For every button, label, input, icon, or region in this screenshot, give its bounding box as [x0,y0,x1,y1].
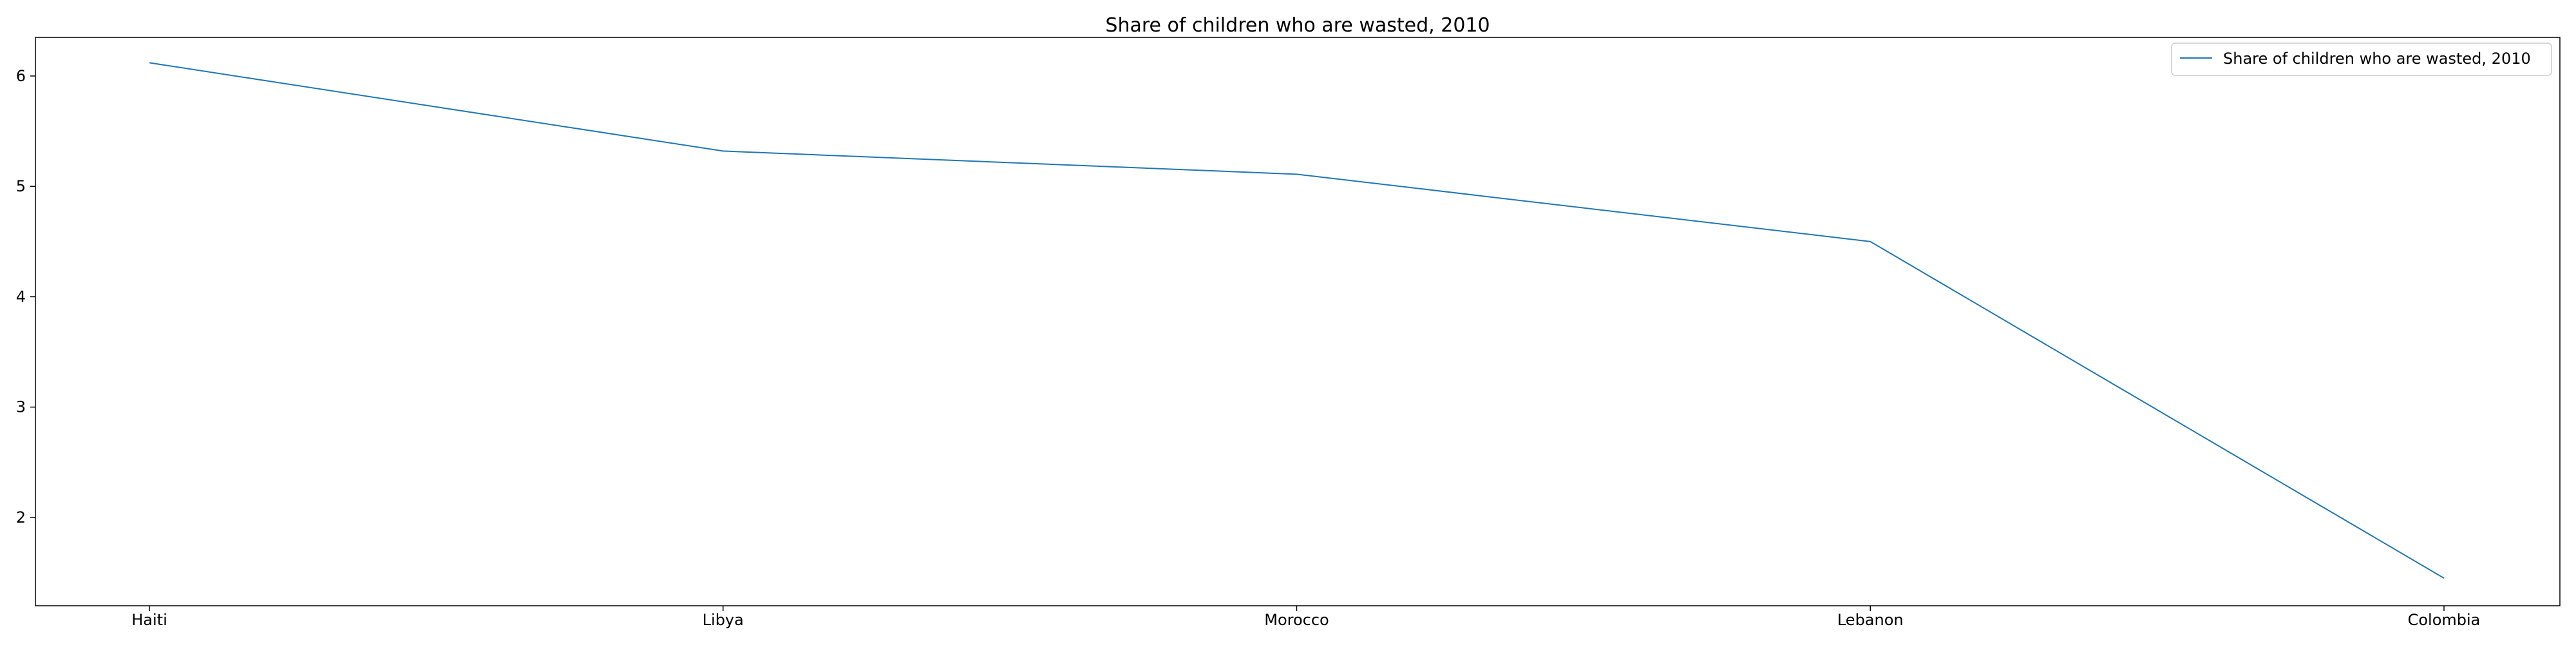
x-tick-label: Colombia [2408,611,2481,629]
legend-box [2171,43,2552,76]
y-tick-label: 6 [16,67,26,85]
chart-title: Share of children who are wasted, 2010 [1105,14,1490,37]
x-tick-label: Lebanon [1837,611,1904,629]
series-line [149,62,2445,579]
x-tick-label: Libya [703,611,744,629]
y-tick-label: 5 [16,177,26,195]
y-axis: 2 3 4 5 6 [16,67,35,526]
plot-area-frame [35,37,2561,606]
series-layer [149,62,2445,579]
x-axis: Haiti Libya Morocco Lebanon Colombia [131,606,2480,629]
y-tick-label: 2 [16,508,26,526]
legend: Share of children who are wasted, 2010 [2171,43,2552,76]
x-tick-label: Morocco [1264,611,1329,629]
legend-label: Share of children who are wasted, 2010 [2223,50,2531,68]
y-tick-label: 3 [16,398,26,416]
x-tick-label: Haiti [131,611,167,629]
y-tick-label: 4 [16,287,26,305]
